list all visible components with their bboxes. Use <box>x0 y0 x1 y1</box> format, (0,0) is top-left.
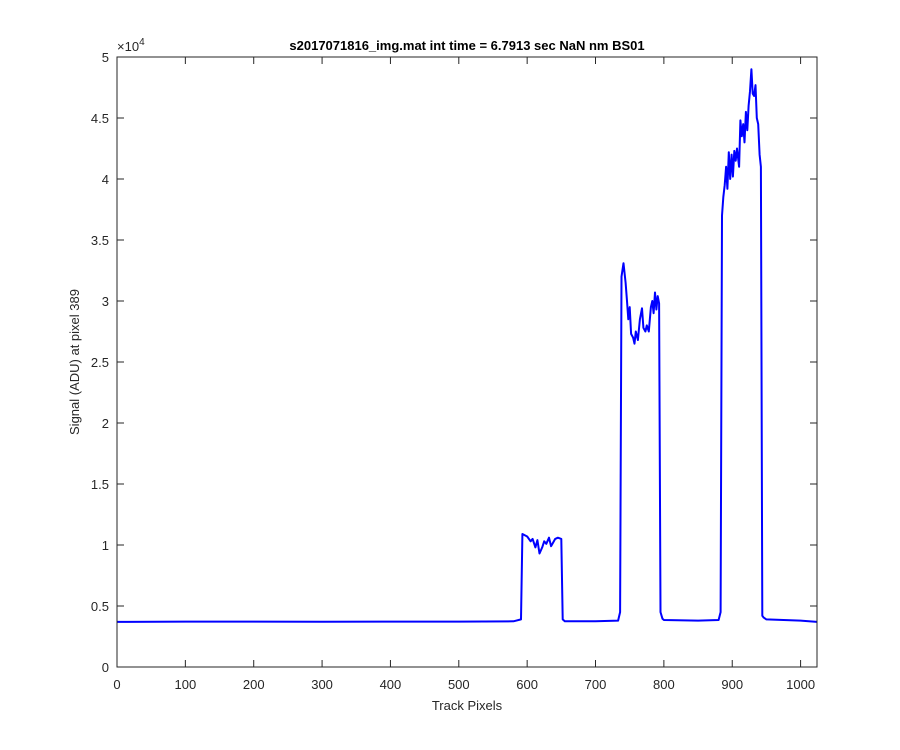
y-exponent-base: ×10 <box>117 39 139 54</box>
y-tick-label: 2 <box>102 416 109 431</box>
x-tick-label: 600 <box>516 677 538 692</box>
x-tick-label: 400 <box>380 677 402 692</box>
x-tick-label: 1000 <box>786 677 815 692</box>
y-tick-label: 3 <box>102 294 109 309</box>
series-line-0 <box>117 68 817 623</box>
y-tick-label: 2.5 <box>91 355 109 370</box>
chart-title: s2017071816_img.mat int time = 6.7913 se… <box>289 38 644 53</box>
axes-layer: 0 100 200 300 400 500 600 700 800 900 1000 0 0.5 1 1.5… <box>91 50 818 692</box>
data-layer <box>117 68 817 623</box>
x-tick-label: 800 <box>653 677 675 692</box>
y-exponent-power: 4 <box>139 37 145 48</box>
y-tick-label: 1.5 <box>91 477 109 492</box>
x-tick-label: 900 <box>721 677 743 692</box>
x-tick-label: 700 <box>585 677 607 692</box>
y-exponent-label: ×104 <box>117 37 145 54</box>
y-tick-label: 5 <box>102 50 109 65</box>
label-layer: s2017071816_img.mat int time = 6.7913 se… <box>67 37 645 713</box>
x-tick-label: 200 <box>243 677 265 692</box>
y-tick-label: 4.5 <box>91 111 109 126</box>
y-tick-label: 1 <box>102 538 109 553</box>
y-axis-label: Signal (ADU) at pixel 389 <box>67 289 82 435</box>
plot-area <box>117 57 817 667</box>
x-axis-label: Track Pixels <box>432 698 503 713</box>
x-tick-label: 500 <box>448 677 470 692</box>
y-tick-label: 4 <box>102 172 109 187</box>
x-tick-label: 0 <box>113 677 120 692</box>
x-tick-label: 100 <box>175 677 197 692</box>
y-tick-label: 0 <box>102 660 109 675</box>
x-tick-label: 300 <box>311 677 333 692</box>
y-tick-label: 0.5 <box>91 599 109 614</box>
y-tick-label: 3.5 <box>91 233 109 248</box>
